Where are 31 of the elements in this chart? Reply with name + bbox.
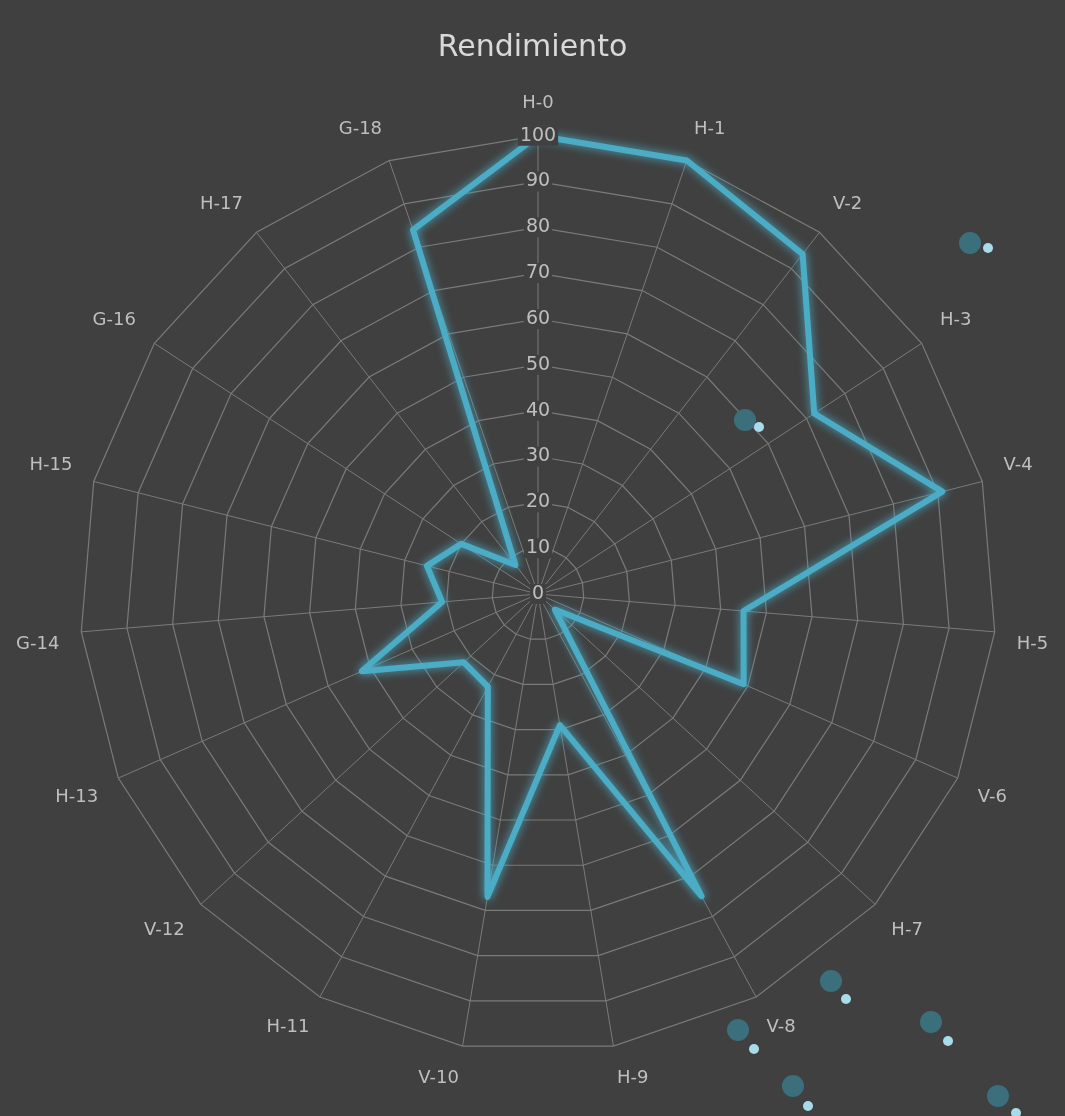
spoke-label: H-9 [617,1066,649,1088]
spoke-label: H-3 [940,308,972,330]
y-tick-label: 100 [519,122,557,145]
spoke-label: V-6 [977,785,1008,807]
spoke-label: V-2 [833,191,863,213]
spoke-label: H-13 [55,785,99,807]
spoke-label: V-4 [1003,452,1033,474]
spoke-label: V-10 [418,1066,459,1088]
chart-title: Rendimiento [437,27,628,63]
y-tick-label: 30 [525,443,551,466]
spoke-label: H-17 [200,191,243,213]
y-tick-label: 80 [525,214,551,237]
y-tick-label: 50 [525,351,551,374]
spoke-label: H-5 [1016,632,1049,654]
y-tick-label: 70 [525,260,551,283]
y-tick-label: 90 [525,168,551,191]
spoke-label: H-15 [29,452,73,474]
y-tick-label: 40 [525,397,551,420]
y-tick-label: 10 [525,535,551,558]
spoke-label: G-18 [338,116,383,138]
spoke-label: V-12 [143,917,185,939]
y-tick-label: 0 [531,580,545,603]
y-tick-label: 60 [525,305,551,328]
spoke-label: G-14 [15,632,60,654]
y-tick-label: 20 [525,489,551,512]
spoke-label: H-11 [266,1014,310,1036]
spoke-label: H-0 [522,90,554,112]
spoke-label: H-1 [693,116,726,138]
spoke-label: V-8 [766,1014,796,1036]
spoke-label: G-16 [92,308,136,330]
spoke-label: H-7 [891,917,923,939]
